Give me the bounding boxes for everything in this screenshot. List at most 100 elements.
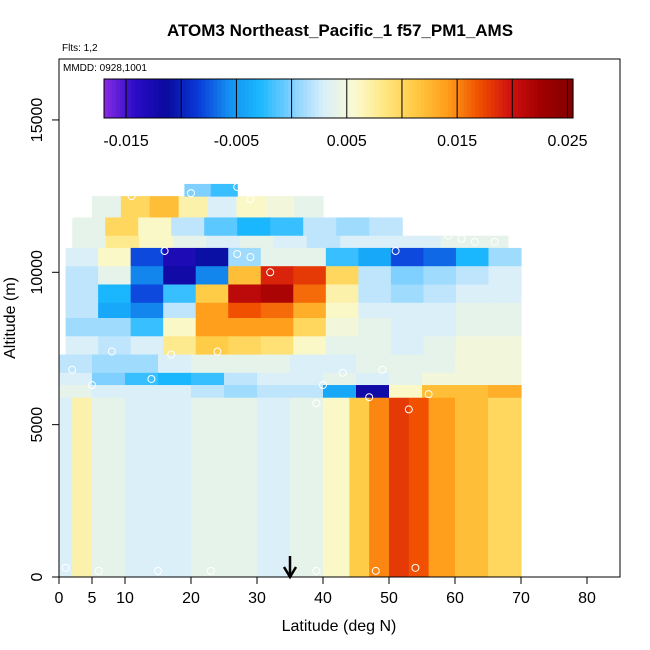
heatmap-cell [358, 266, 392, 285]
colorbar-segment [533, 79, 539, 118]
colorbar-segment [193, 79, 199, 118]
heatmap-cell [92, 385, 126, 398]
sample-point [246, 253, 255, 262]
x-tick-label: 40 [314, 590, 332, 607]
heatmap-cell [191, 354, 225, 374]
heatmap-cell [325, 247, 359, 267]
heatmap-cell [163, 302, 197, 319]
colorbar-segment [221, 79, 226, 118]
heatmap-cell [98, 266, 132, 285]
colorbar-segment [182, 79, 187, 118]
heatmap-cell [323, 385, 357, 398]
colorbar-segment [158, 79, 164, 118]
colorbar-segment [490, 79, 496, 118]
heatmap-cell [423, 336, 457, 356]
heatmap-cell [257, 372, 291, 386]
colorbar-segment [166, 79, 172, 118]
heatmap-cell [92, 196, 122, 218]
heatmap-cell [422, 385, 456, 398]
colorbar-segment [393, 79, 398, 118]
colorbar-segment [342, 79, 347, 118]
colorbar-segment [358, 79, 363, 118]
colorbar-segment [514, 79, 519, 118]
colorbar-segment [545, 79, 551, 118]
sample-point [154, 566, 162, 575]
heatmap-cell [293, 302, 327, 319]
colorbar-segment [135, 79, 140, 118]
sample-point [444, 231, 453, 240]
heatmap-cell [130, 318, 164, 337]
heatmap-cell [195, 318, 229, 337]
colorbar-segment [189, 79, 195, 118]
colorbar-segment [178, 79, 183, 118]
heatmap-cell [488, 397, 522, 577]
heatmap-cell [257, 397, 291, 577]
heatmap-cell [98, 336, 132, 356]
colorbar-segment [522, 79, 527, 118]
colorbar-segment [236, 79, 242, 118]
colorbar-segment [420, 79, 426, 118]
heatmap-cell [239, 235, 274, 249]
heatmap-cell [294, 196, 324, 218]
colorbar-segment [150, 79, 156, 118]
colorbar-segment [279, 79, 285, 118]
colorbar-segment [107, 79, 113, 118]
colorbar-segment [299, 79, 304, 118]
heatmap-cell [105, 217, 139, 237]
colorbar-segment [318, 79, 324, 118]
plot-frame [58, 58, 621, 578]
heatmap-cell [92, 354, 126, 374]
heatmap-cell [195, 302, 229, 319]
heatmap-cell [195, 284, 229, 304]
colorbar-segment [232, 79, 238, 118]
heatmap-cell [260, 247, 294, 267]
colorbar-segment [127, 79, 132, 118]
colorbar-segment [455, 79, 461, 118]
colorbar-segment [197, 79, 203, 118]
colorbar-segment [408, 79, 414, 118]
heatmap-cell [488, 247, 522, 267]
sample-point [266, 268, 275, 277]
colorbar-segment [268, 79, 273, 118]
colorbar-segment [526, 79, 531, 118]
heatmap-cell [163, 247, 197, 267]
colorbar-segment [264, 79, 269, 118]
x-tick-label: 50 [380, 590, 398, 607]
y-tick-label: 0 [29, 572, 46, 581]
heatmap-cell [336, 217, 370, 237]
sample-point [233, 250, 242, 259]
heatmap-cell [125, 354, 159, 374]
heatmap-cell [455, 284, 490, 304]
colorbar-segment [154, 79, 160, 118]
sample-point [246, 195, 255, 204]
colorbar-segment [170, 79, 175, 118]
sample-point [411, 563, 420, 572]
heatmap-cell [390, 318, 425, 337]
heatmap-cell [139, 235, 174, 249]
heatmap-cell [72, 397, 93, 577]
heatmap-cell [358, 284, 392, 304]
colorbar-segment [201, 79, 207, 118]
heatmap-cell [422, 372, 456, 386]
colorbar-segment [444, 79, 449, 118]
heatmap-cell [228, 284, 262, 304]
colorbar-segment [475, 79, 480, 118]
heatmap-cell [228, 302, 262, 319]
colorbar-segment [205, 79, 211, 118]
colorbar-segment [322, 79, 328, 118]
heatmap-cell [389, 354, 423, 374]
colorbar-segment [569, 79, 574, 118]
sample-point [404, 405, 413, 414]
colorbar-segment [412, 79, 418, 118]
colorbar-segment [365, 79, 371, 118]
heatmap-cell [422, 354, 456, 374]
heatmap-cell [325, 266, 359, 285]
sample-point [68, 365, 77, 374]
x-tick-label: 0 [55, 590, 64, 607]
colorbar-segment [354, 79, 359, 118]
flights-note: Flts: 1,2 [62, 43, 98, 54]
colorbar-segment [530, 79, 535, 118]
heatmap-cell [125, 372, 159, 386]
heatmap-cell [178, 196, 209, 218]
heatmap-cell [206, 235, 241, 249]
